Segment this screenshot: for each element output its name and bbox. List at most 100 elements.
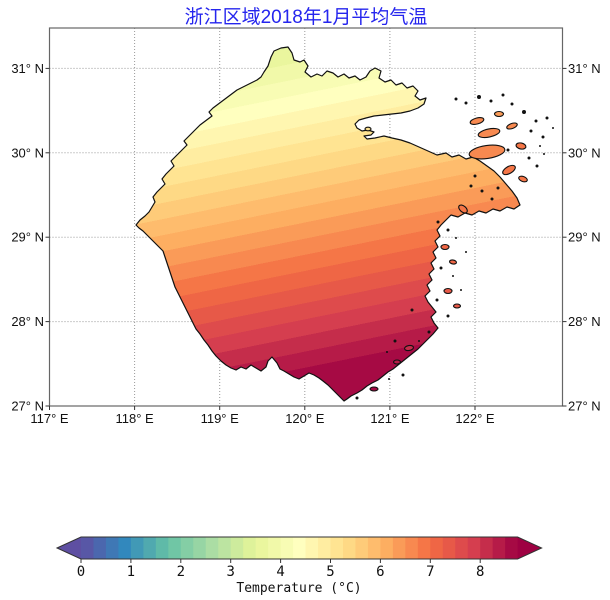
islet-rock (535, 164, 539, 168)
islet-rock (393, 339, 397, 343)
colorbar-box (155, 537, 169, 559)
islet-rock (496, 186, 500, 190)
islet-rock (490, 197, 494, 201)
colorbar-box (442, 537, 456, 559)
island (403, 344, 415, 352)
colorbar-box (255, 537, 269, 559)
colorbar-tick-label: 3 (226, 564, 234, 580)
islet-rock (410, 308, 414, 312)
colorbar-box (230, 537, 244, 559)
islet-rock (473, 174, 477, 178)
islet-rock (452, 275, 454, 277)
colorbar-box (367, 537, 381, 559)
island (448, 259, 458, 265)
colorbar-tick-label: 6 (376, 564, 384, 580)
islet-rock (541, 135, 545, 139)
island (458, 204, 468, 214)
islet-rock (501, 93, 505, 97)
x-axis-tick-label: 117° E (30, 411, 69, 426)
colorbar-tick-label: 5 (326, 564, 334, 580)
colorbar-box (405, 537, 419, 559)
colorbar-box (81, 537, 94, 559)
colorbar-box (342, 537, 356, 559)
islet-rock (386, 351, 388, 353)
y-axis-tick-label-left: 27° N (11, 399, 44, 414)
islet-rock (527, 156, 531, 160)
y-axis-tick-label-right: 29° N (568, 230, 601, 245)
islet-rock (539, 145, 541, 147)
islet-rock (545, 116, 549, 120)
x-axis-tick-label: 121° E (370, 411, 410, 426)
colorbar-box (417, 537, 431, 559)
islet-rock (464, 101, 468, 105)
islet-rock (435, 298, 439, 302)
island (443, 287, 453, 295)
islet-rock (427, 330, 431, 334)
colorbar-tick-label: 7 (426, 564, 434, 580)
colorbar-box (392, 537, 406, 559)
islet-rock (506, 148, 510, 152)
islands-layer (355, 93, 554, 400)
colorbar-tick-label: 0 (77, 564, 85, 580)
colorbar-tick-label: 8 (476, 564, 484, 580)
islet-rock (455, 237, 457, 239)
colorbar-box (143, 537, 157, 559)
plot-frame (48, 27, 564, 407)
colorbar-tick-label: 4 (276, 564, 284, 580)
islet-rock (489, 99, 493, 103)
colorbar-title: Temperature (°C) (236, 581, 361, 596)
islet-rock (446, 314, 450, 318)
colorbar-box (355, 537, 369, 559)
x-axis-tick-label: 118° E (115, 411, 154, 426)
island (493, 110, 505, 118)
colorbar-box (118, 537, 132, 559)
islet-rock (480, 189, 484, 193)
zhejiang-province-shape (135, 46, 521, 402)
island (392, 359, 402, 365)
island (468, 144, 506, 160)
zhejiang-map-layer (135, 46, 521, 402)
islet-rock (552, 127, 554, 129)
islet-rock (522, 110, 526, 114)
island (364, 126, 372, 132)
islet-rock (418, 340, 420, 342)
colorbar-box (455, 537, 469, 559)
colorbar-box (492, 537, 506, 559)
colorbar-box (293, 537, 306, 559)
colorbar-box (180, 537, 194, 559)
islet-rock (388, 378, 390, 380)
islet-rock (529, 129, 533, 133)
colorbar-box (268, 537, 281, 559)
colorbar-tick-label: 2 (177, 564, 185, 580)
colorbar-box (243, 537, 257, 559)
y-axis-tick-label-left: 30° N (11, 145, 44, 160)
islet-rock (401, 373, 405, 377)
colorbar-box (467, 537, 481, 559)
islet-rock (469, 184, 473, 188)
y-axis-tick-label-right: 27° N (568, 399, 601, 414)
colorbar-under-arrow (57, 537, 81, 559)
islet-rock (436, 220, 440, 224)
y-axis-tick-label-right: 31° N (568, 61, 601, 76)
islet-rock (446, 228, 450, 232)
x-axis-tick-label: 122° E (455, 411, 495, 426)
colorbar-tick-label: 1 (127, 564, 135, 580)
colorbar-box (105, 537, 119, 559)
islet-rock (543, 153, 545, 155)
colorbar-box (480, 537, 494, 559)
temperature-colorbar: 0 1 2 3 4 5 6 7 8 (55, 536, 543, 580)
islet-rock (460, 289, 462, 291)
island (502, 164, 516, 176)
islet-rock (510, 102, 514, 106)
colorbar-box (305, 537, 319, 559)
x-axis-tick-label: 120° E (285, 411, 325, 426)
island (440, 243, 450, 251)
islet-rock (465, 251, 467, 253)
island (515, 142, 527, 150)
islet-rock (477, 95, 481, 99)
colorbar-over-arrow (517, 537, 542, 559)
colorbar-box (130, 537, 144, 559)
y-axis-tick-label-left: 31° N (11, 61, 44, 76)
